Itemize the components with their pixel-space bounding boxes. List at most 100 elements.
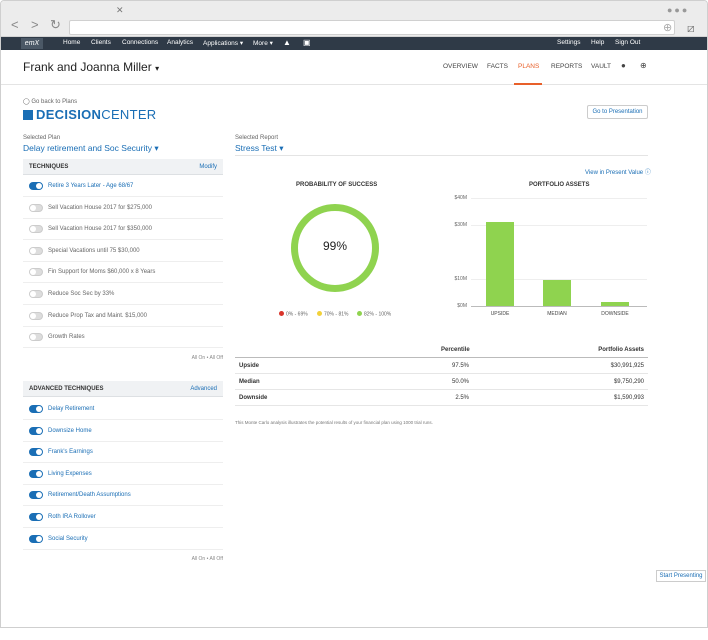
toggle-switch[interactable]: [29, 426, 43, 435]
advanced-technique-item[interactable]: Living Expenses: [23, 464, 223, 485]
row-assets: $30,991,925: [610, 363, 644, 369]
tab-close-icon[interactable]: ✕: [116, 5, 124, 15]
toggle-switch[interactable]: [29, 491, 43, 500]
client-name-dropdown[interactable]: Frank and Joanna Miller ▾: [23, 60, 159, 74]
technique-item[interactable]: Sell Vacation House 2017 for $275,000: [23, 198, 223, 219]
row-percentile: 97.5%: [451, 363, 469, 369]
user-icon[interactable]: ●: [621, 61, 626, 70]
advanced-technique-label: Downsize Home: [48, 427, 92, 434]
back-to-plans-link[interactable]: ◯ Go back to Plans: [23, 99, 78, 105]
nav-sign-out[interactable]: Sign Out: [615, 39, 641, 46]
table-row: Upside 97.5% $30,991,925: [235, 358, 648, 374]
monte-carlo-note: This Monte Carlo analysis illustrates th…: [235, 420, 433, 425]
nav-more[interactable]: More ▾: [253, 40, 273, 47]
row-percentile: 50.0%: [451, 379, 469, 385]
modify-link[interactable]: Modify: [199, 164, 217, 170]
technique-item[interactable]: Reduce Prop Tax and Maint. $15,000: [23, 306, 223, 327]
probability-title: PROBABILITY OF SUCCESS: [296, 182, 378, 188]
advanced-technique-label: Retirement/Death Assumptions: [48, 492, 131, 499]
extension-icon[interactable]: ⧄: [687, 21, 695, 35]
table-header-row: Percentile Portfolio Assets: [235, 342, 648, 358]
reload-icon[interactable]: ↻: [50, 17, 61, 32]
technique-item[interactable]: Special Vacations until 75 $30,000: [23, 241, 223, 262]
nav-home[interactable]: Home: [63, 39, 81, 46]
table-row: Median 50.0% $9,750,290: [235, 374, 648, 390]
nav-settings[interactable]: Settings: [557, 39, 581, 46]
nav-clients[interactable]: Clients: [91, 39, 111, 46]
toggle-switch[interactable]: [29, 311, 43, 320]
advanced-techniques-title: ADVANCED TECHNIQUES: [29, 386, 104, 392]
row-assets: $1,590,993: [613, 395, 644, 401]
toggle-switch[interactable]: [29, 246, 43, 255]
selected-plan-dropdown[interactable]: Delay retirement and Soc Security ▾: [23, 143, 159, 153]
forward-arrow-icon[interactable]: >: [31, 17, 39, 32]
nav-help[interactable]: Help: [591, 39, 605, 46]
start-presenting-button[interactable]: Start Presenting: [656, 570, 706, 582]
emx-logo[interactable]: emX: [21, 38, 43, 49]
y-tick-label: $10M: [454, 276, 467, 282]
toggle-switch[interactable]: [29, 469, 43, 478]
tab-plans[interactable]: PLANS: [518, 63, 540, 70]
tab-facts[interactable]: FACTS: [487, 63, 508, 70]
selected-report-dropdown[interactable]: Stress Test ▾: [235, 143, 284, 153]
window-dots-icon[interactable]: ●●●: [667, 5, 690, 15]
advanced-technique-label: Social Security: [48, 535, 88, 542]
back-arrow-icon[interactable]: <: [11, 17, 19, 32]
header-portfolio-assets: Portfolio Assets: [598, 347, 644, 353]
toggle-switch[interactable]: [29, 268, 43, 277]
address-bar[interactable]: [69, 20, 675, 35]
view-present-value-link[interactable]: View in Present Value ⓘ: [585, 170, 651, 176]
legend-low: 0% - 69%: [279, 311, 308, 318]
toggle-switch[interactable]: [29, 182, 43, 190]
nav-connections[interactable]: Connections: [122, 39, 159, 46]
technique-label: Reduce Soc Sec by 33%: [48, 291, 115, 297]
advanced-technique-item[interactable]: Downsize Home: [23, 421, 223, 442]
go-to-presentation-button[interactable]: Go to Presentation: [587, 105, 648, 119]
technique-label: Sell Vacation House 2017 for $350,000: [48, 226, 152, 233]
selected-report-label: Selected Report: [235, 135, 279, 141]
table-row: Downside 2.5% $1,590,993: [235, 390, 648, 406]
techniques-all-on-off[interactable]: All On • All Off: [191, 355, 223, 361]
legend-mid: 70% - 81%: [317, 311, 348, 318]
report-divider: [235, 155, 648, 156]
technique-item[interactable]: Reduce Soc Sec by 33%: [23, 284, 223, 305]
advanced-link[interactable]: Advanced: [190, 386, 217, 392]
advanced-technique-item[interactable]: Roth IRA Rollover: [23, 507, 223, 528]
toggle-switch[interactable]: [29, 513, 43, 521]
technique-label: Fin Support for Moms $60,000 x 8 Years: [48, 269, 156, 276]
toggle-switch[interactable]: [29, 534, 43, 543]
advanced-technique-item[interactable]: Frank's Earnings: [23, 442, 223, 464]
tab-reports[interactable]: REPORTS: [551, 63, 583, 70]
toggle-switch[interactable]: [29, 333, 43, 342]
globe-settings-icon[interactable]: ⊕: [640, 61, 647, 70]
nav-analytics[interactable]: Analytics: [167, 39, 194, 46]
toggle-switch[interactable]: [29, 290, 43, 298]
portfolio-assets-title: PORTFOLIO ASSETS: [529, 182, 590, 188]
tab-vault[interactable]: VAULT: [591, 63, 611, 70]
advanced-technique-item[interactable]: Retirement/Death Assumptions: [23, 485, 223, 507]
technique-item[interactable]: Retire 3 Years Later - Age 68/67: [23, 176, 223, 197]
toggle-switch[interactable]: [29, 225, 43, 234]
technique-item[interactable]: Sell Vacation House 2017 for $350,000: [23, 219, 223, 241]
bell-icon[interactable]: ▲: [283, 38, 291, 47]
row-label: Downside: [239, 395, 268, 401]
tab-overview[interactable]: OVERVIEW: [443, 63, 478, 70]
tasks-icon[interactable]: ▣: [303, 38, 311, 47]
advanced-technique-label: Delay Retirement: [48, 406, 95, 412]
technique-item[interactable]: Fin Support for Moms $60,000 x 8 Years: [23, 262, 223, 284]
technique-item[interactable]: Growth Rates: [23, 327, 223, 349]
advanced-all-on-off[interactable]: All On • All Off: [191, 556, 223, 562]
grid-line: [471, 279, 647, 280]
x-axis: [471, 306, 647, 307]
advanced-technique-item[interactable]: Delay Retirement: [23, 399, 223, 420]
advanced-technique-item[interactable]: Social Security: [23, 529, 223, 550]
toggle-switch[interactable]: [29, 405, 43, 413]
x-tick-label: DOWNSIDE: [601, 311, 629, 317]
bar-chart-icon: [23, 110, 33, 120]
toggle-switch[interactable]: [29, 448, 43, 457]
toggle-switch[interactable]: [29, 203, 43, 212]
legend-high: 82% - 100%: [357, 311, 391, 318]
chevron-down-icon: ▾: [155, 64, 160, 73]
nav-applications[interactable]: Applications ▾: [203, 40, 244, 47]
